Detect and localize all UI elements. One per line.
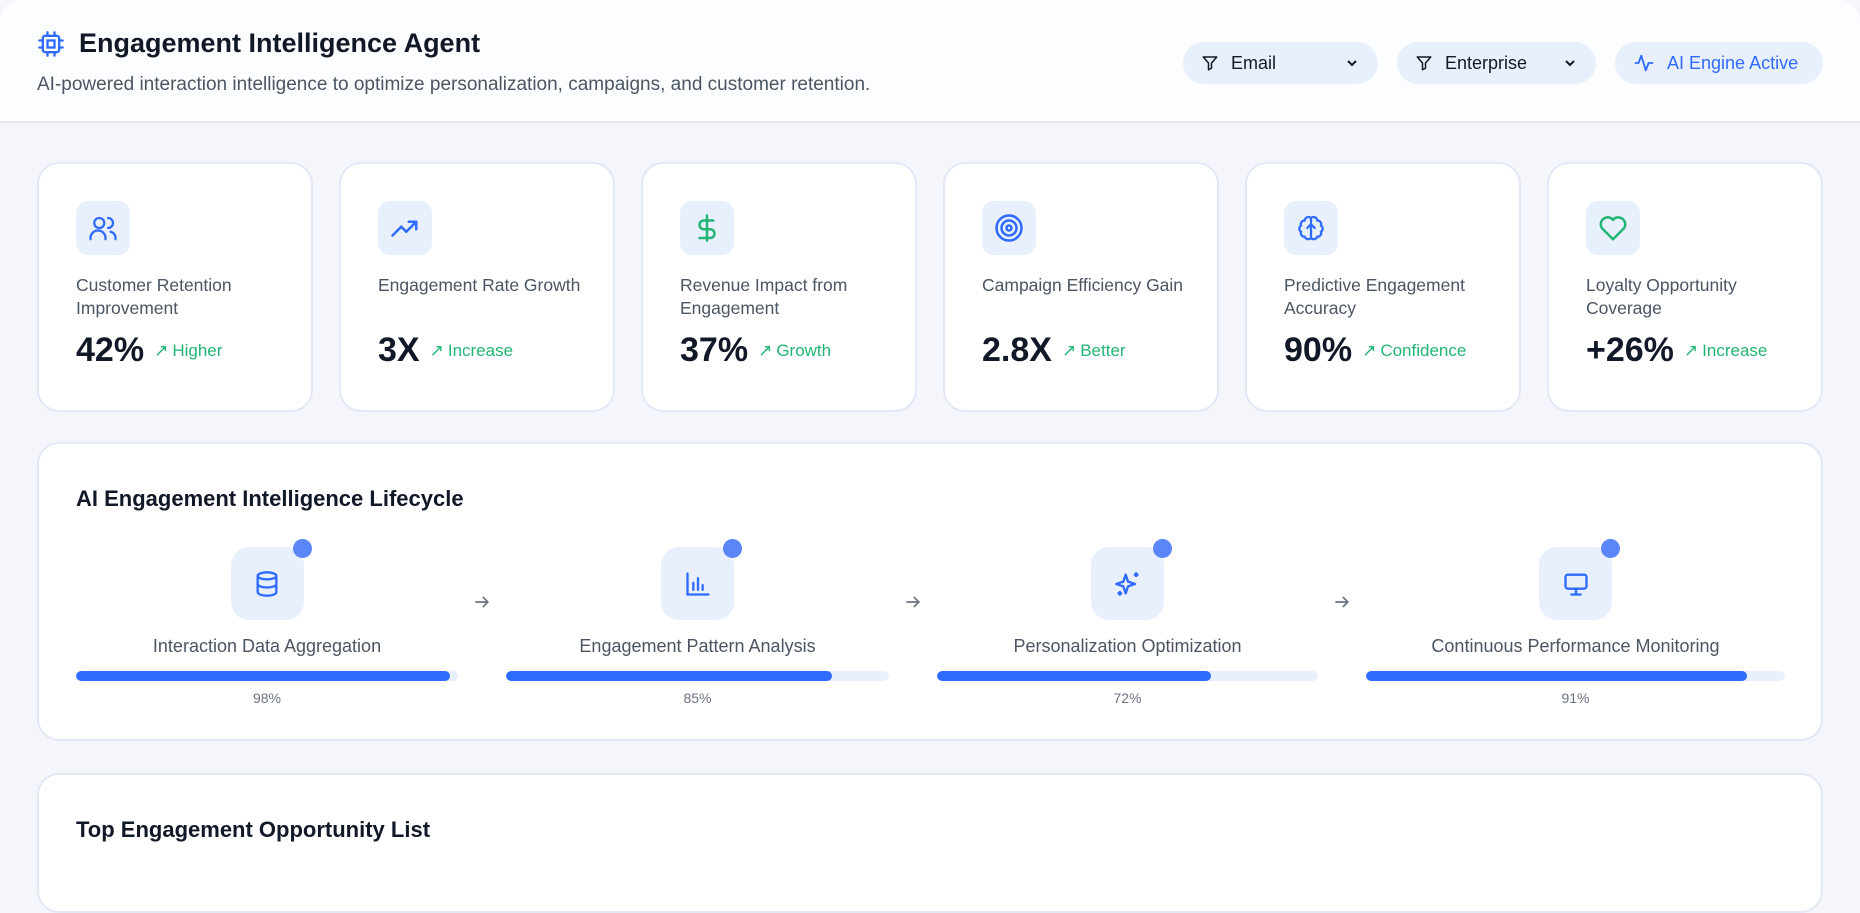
- step-label: Personalization Optimization: [1013, 636, 1242, 656]
- step-progress-fill: [937, 671, 1212, 681]
- filter-icon: [1416, 56, 1432, 71]
- database-icon: [230, 539, 312, 620]
- kpi-value: 42%: [76, 331, 145, 369]
- kpi-trend: Increase: [1702, 340, 1768, 360]
- kpi-value: 2.8X: [982, 331, 1052, 369]
- kpi-card-predictive-accuracy: Predictive Engagement Accuracy 90% ↗ Confi…: [1245, 162, 1521, 412]
- activity-icon: [1634, 54, 1654, 72]
- dollar-icon: [680, 201, 734, 255]
- kpi-label: Revenue Impact from Engagement: [680, 275, 848, 318]
- heart-icon: [1586, 201, 1640, 255]
- kpi-value: +26%: [1586, 331, 1674, 369]
- brain-icon: [1284, 201, 1338, 255]
- page-title: Engagement Intelligence Agent: [79, 28, 481, 58]
- kpi-label: Engagement Rate Growth: [378, 275, 581, 295]
- arrow-right-icon: [458, 592, 506, 612]
- kpi-value: 3X: [378, 331, 420, 369]
- arrow-right-icon: [1318, 592, 1366, 612]
- chevron-down-icon: [1565, 60, 1575, 67]
- trending-up-icon: ↗: [1683, 340, 1699, 360]
- step-label: Continuous Performance Monitoring: [1431, 636, 1720, 656]
- step-label: Engagement Pattern Analysis: [579, 636, 816, 656]
- kpi-trend: Better: [1080, 340, 1126, 360]
- step-progress-fill: [1366, 671, 1748, 681]
- kpi-cards: Customer Retention Improvement 42% ↗ Highe…: [37, 162, 1823, 412]
- lifecycle-step: Interaction Data Aggregation 98%: [76, 539, 458, 706]
- ai-engine-status-label: AI Engine Active: [1667, 52, 1799, 73]
- monitor-icon: [1539, 539, 1620, 620]
- step-label: Interaction Data Aggregation: [152, 636, 382, 656]
- trending-up-icon: ↗: [154, 340, 169, 360]
- step-percent: 98%: [252, 690, 282, 706]
- lifecycle-step: Continuous Performance Monitoring 91%: [1366, 539, 1785, 706]
- kpi-trend: Confidence: [1380, 340, 1467, 360]
- channel-filter-label: Email: [1231, 52, 1277, 73]
- kpi-label: Customer Retention Improvement: [76, 275, 232, 318]
- kpi-label: Loyalty Opportunity Coverage: [1586, 275, 1737, 318]
- chevron-down-icon: [1347, 60, 1357, 67]
- filter-icon: [1202, 56, 1218, 71]
- kpi-trend: Growth: [776, 340, 832, 360]
- kpi-value: 90%: [1284, 331, 1353, 369]
- kpi-label: Campaign Efficiency Gain: [982, 275, 1184, 295]
- step-progress-bar: [1366, 671, 1785, 681]
- arrow-right-icon: [889, 592, 937, 612]
- opportunity-list-panel: Top Engagement Opportunity List: [37, 773, 1823, 913]
- bar-chart-icon: [661, 539, 742, 620]
- kpi-card-engagement-rate: Engagement Rate Growth 3X ↗ Increase: [339, 162, 615, 412]
- kpi-trend: Increase: [447, 340, 514, 360]
- kpi-card-retention: Customer Retention Improvement 42% ↗ Highe…: [37, 162, 313, 412]
- kpi-card-revenue-impact: Revenue Impact from Engagement 37% ↗ Growt…: [641, 162, 917, 412]
- lifecycle-step: Personalization Optimization 72%: [937, 539, 1318, 706]
- step-progress-fill: [76, 671, 451, 681]
- status-dot: [292, 539, 312, 558]
- lifecycle-panel: AI Engagement Intelligence Lifecycle Int…: [37, 442, 1823, 741]
- kpi-value: 37%: [680, 331, 749, 369]
- step-percent: 91%: [1561, 690, 1590, 706]
- ai-engine-status-badge[interactable]: AI Engine Active: [1615, 42, 1823, 84]
- sparkles-icon: [1091, 539, 1172, 620]
- opportunity-list-title: Top Engagement Opportunity List: [76, 817, 431, 842]
- trending-up-icon: ↗: [429, 340, 444, 360]
- lifecycle-title: AI Engagement Intelligence Lifecycle: [76, 486, 464, 511]
- segment-filter-dropdown[interactable]: Enterprise: [1397, 42, 1596, 84]
- segment-filter-label: Enterprise: [1445, 52, 1528, 73]
- cpu-icon: [38, 30, 64, 57]
- step-percent: 72%: [1113, 690, 1142, 706]
- kpi-card-campaign-efficiency: Campaign Efficiency Gain 2.8X ↗ Better: [943, 162, 1219, 412]
- status-dot: [723, 539, 742, 558]
- kpi-label: Predictive Engagement Accuracy: [1284, 275, 1465, 318]
- lifecycle-step: Engagement Pattern Analysis 85%: [506, 539, 889, 706]
- trending-up-icon: [378, 201, 432, 255]
- trending-up-icon: ↗: [1061, 340, 1077, 360]
- page-subtitle: AI-powered interaction intelligence to o…: [37, 74, 871, 95]
- step-percent: 85%: [683, 690, 712, 706]
- channel-filter-dropdown[interactable]: Email: [1183, 42, 1378, 84]
- users-icon: [76, 201, 130, 255]
- trending-up-icon: ↗: [758, 340, 773, 360]
- kpi-trend: Higher: [172, 340, 223, 360]
- step-progress-bar: [937, 671, 1318, 681]
- step-progress-fill: [506, 671, 832, 681]
- step-progress-bar: [76, 671, 458, 681]
- trending-up-icon: ↗: [1362, 340, 1377, 360]
- status-dot: [1153, 539, 1172, 558]
- status-dot: [1601, 539, 1620, 558]
- kpi-card-loyalty-coverage: Loyalty Opportunity Coverage +26% ↗ Increa…: [1547, 162, 1823, 412]
- target-icon: [982, 201, 1036, 255]
- page-header: Engagement Intelligence Agent AI-powered…: [0, 0, 1860, 123]
- step-progress-bar: [506, 671, 889, 681]
